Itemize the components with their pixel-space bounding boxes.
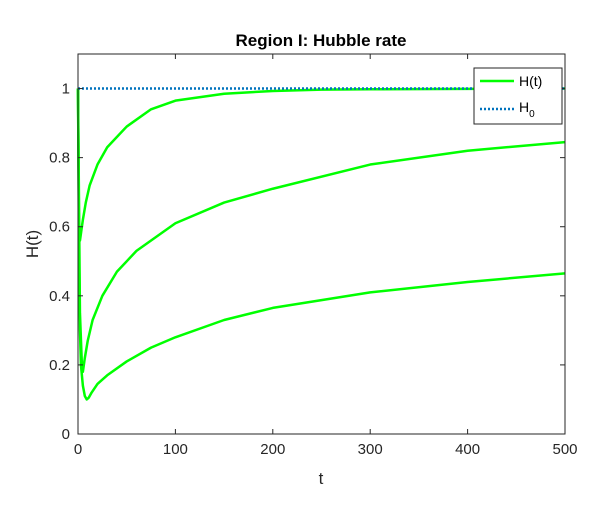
plot-frame: [77, 53, 566, 435]
x-tick-label: 100: [163, 441, 188, 458]
legend-label-h: H(t): [519, 73, 542, 89]
x-tick-label: 0: [74, 441, 82, 458]
series-h-line-1: [76, 87, 566, 242]
x-tick-label: 300: [358, 441, 383, 458]
x-tick-label: 500: [552, 441, 577, 458]
y-tick-label: 0.6: [49, 219, 70, 236]
legend-box: [473, 67, 563, 125]
x-axis-label: t: [319, 469, 324, 488]
x-tick-label: 200: [260, 441, 285, 458]
y-tick-label: 1: [62, 81, 70, 98]
ticks-layer: 0 100 200 300 400 500 0 0.2 0.4 0.6 0.8 1: [49, 54, 578, 458]
y-axis-label: H(t): [23, 230, 42, 258]
legend: H(t) H0: [473, 67, 563, 125]
y-tick-label: 0.4: [49, 288, 70, 305]
chart-title: Region I: Hubble rate: [236, 31, 407, 50]
x-tick-label: 400: [455, 441, 480, 458]
y-tick-label: 0.8: [49, 150, 70, 167]
y-tick-label: 0: [62, 426, 70, 443]
y-tick-label: 0.2: [49, 357, 70, 374]
legend-label-h0: H0: [519, 99, 535, 120]
